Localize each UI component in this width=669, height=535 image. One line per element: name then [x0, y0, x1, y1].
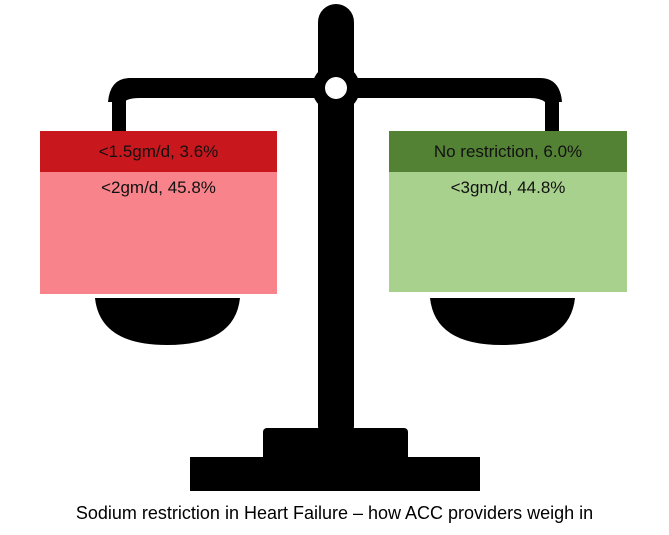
left-bowl: [95, 298, 240, 345]
right-hanger: [545, 98, 559, 132]
left-top-box: <1.5gm/d, 3.6%: [40, 131, 277, 172]
right-bottom-box: <3gm/d, 44.8%: [389, 172, 627, 292]
base-bottom: [190, 457, 480, 491]
caption: Sodium restriction in Heart Failure – ho…: [75, 503, 594, 523]
right-top-box: No restriction, 6.0%: [389, 131, 627, 172]
post: [318, 4, 354, 444]
left-bottom-box: <2gm/d, 45.8%: [40, 172, 277, 294]
pivot-hole: [325, 77, 347, 99]
base-top: [263, 428, 408, 462]
right-bowl: [430, 298, 575, 345]
left-hanger: [112, 98, 126, 132]
